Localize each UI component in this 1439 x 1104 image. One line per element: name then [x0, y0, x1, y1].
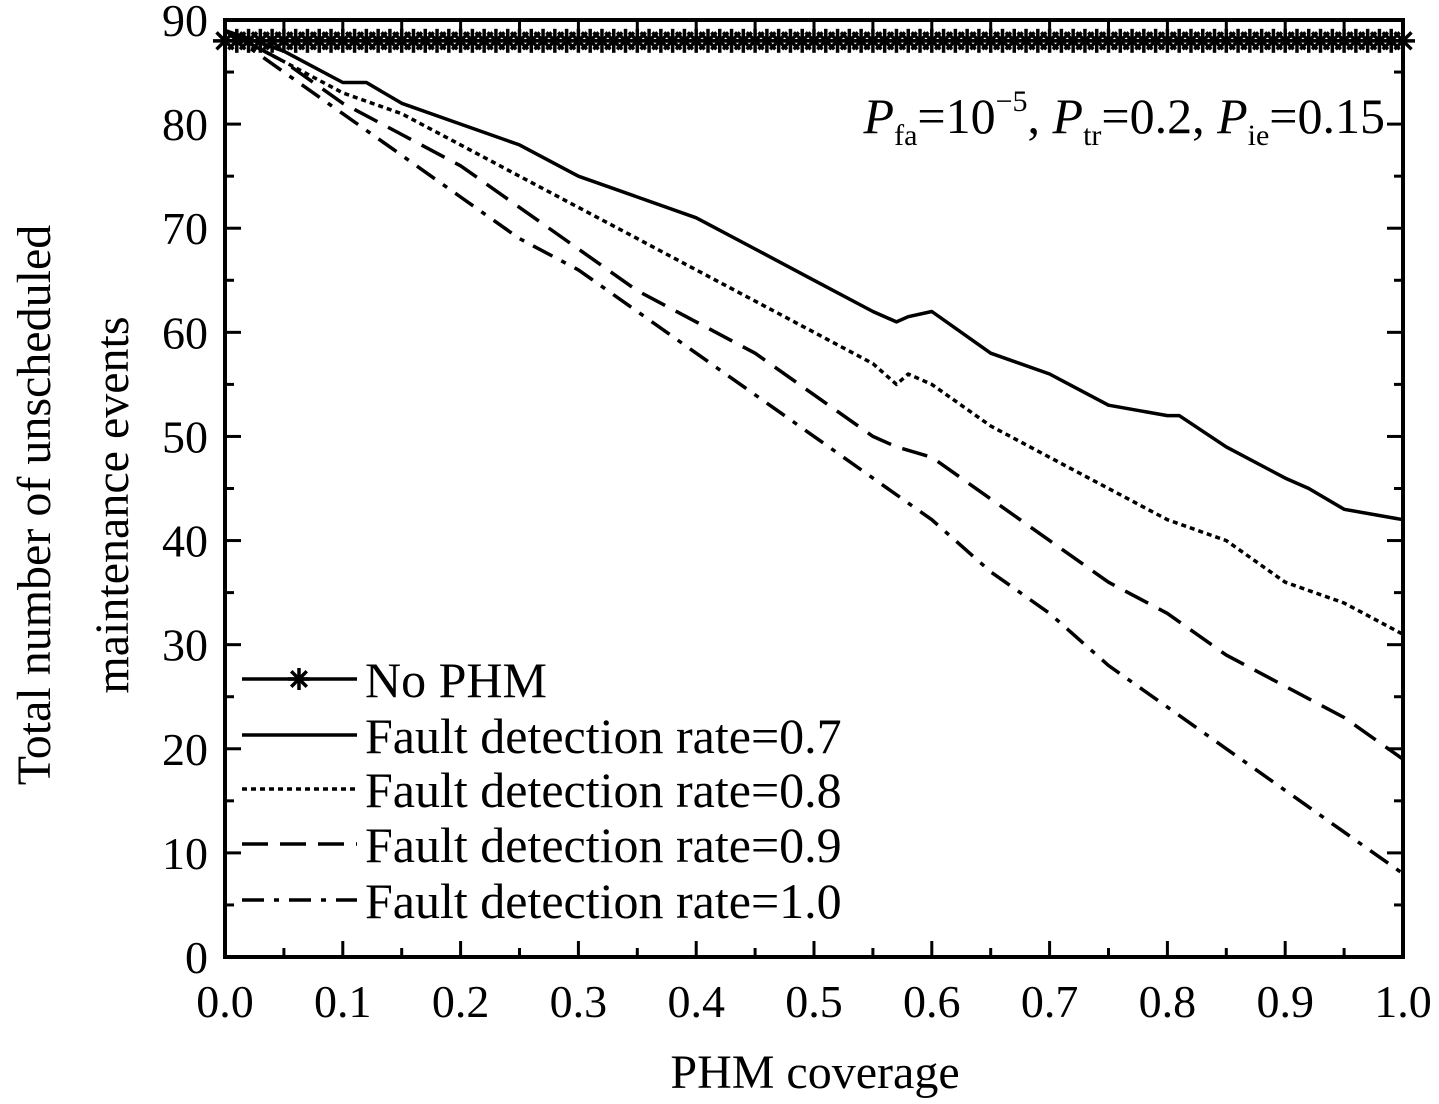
series-3 — [224, 28, 1404, 636]
x-tick-label: 0.9 — [1256, 976, 1314, 1027]
anno-p2: P — [1052, 88, 1084, 144]
x-tick-label: 0.1 — [314, 976, 372, 1027]
y-axis-title-line1: Total number of unscheduled — [8, 225, 61, 785]
anno-sub1: fa — [894, 119, 917, 152]
y-tick-label: 10 — [162, 828, 208, 879]
plot-frame — [223, 18, 1405, 959]
series-1 — [213, 28, 1415, 53]
y-tick-label: 50 — [162, 411, 208, 462]
legend-item: Fault detection rate=1.0 — [242, 873, 842, 929]
legend-label: No PHM — [365, 652, 547, 708]
x-tick-label: 0.8 — [1139, 976, 1197, 1027]
x-tick-label: 0.0 — [196, 976, 254, 1027]
series-line — [224, 28, 1404, 636]
x-tick-label: 0.3 — [550, 976, 608, 1027]
series-4 — [224, 28, 1405, 761]
series-2 — [224, 28, 1404, 522]
legend-item: No PHM — [242, 652, 547, 708]
y-axis-title: Total number of unscheduled maintenance … — [8, 225, 139, 785]
tick-labels: 0.0 0.1 0.2 0.3 0.4 0.5 0.6 0.7 0.8 0.9 1.0 0 10 20 30… — [162, 0, 1432, 1027]
y-tick-label: 40 — [162, 516, 208, 567]
legend-item: Fault detection rate=0.9 — [242, 817, 842, 873]
y-tick-label: 60 — [162, 307, 208, 358]
y-tick-label: 20 — [162, 724, 208, 775]
series-line — [224, 28, 1405, 761]
y-axis-title-line2: maintenance events — [86, 316, 139, 693]
x-tick-label: 1.0 — [1374, 976, 1432, 1027]
anno-p3: P — [1216, 88, 1248, 144]
legend-label: Fault detection rate=1.0 — [365, 873, 842, 929]
y-tick-label: 70 — [162, 203, 208, 254]
anno-sub2: tr — [1083, 119, 1101, 152]
legend-item: Fault detection rate=0.8 — [242, 762, 842, 818]
anno-p1: P — [863, 88, 895, 144]
y-tick-label: 30 — [162, 620, 208, 671]
series-layer — [213, 28, 1415, 876]
anno-text1: =10 — [917, 88, 995, 144]
x-axis-title: PHM coverage — [670, 1046, 959, 1099]
anno-comma1: , — [1028, 88, 1053, 144]
series-5 — [223, 28, 1405, 876]
anno-text3: =0.15 — [1269, 88, 1385, 144]
legend-item: Fault detection rate=0.7 — [242, 708, 842, 764]
anno-sup1: −5 — [996, 85, 1028, 118]
star-marker — [288, 668, 310, 690]
x-tick-label: 0.2 — [432, 976, 490, 1027]
y-tick-label: 0 — [185, 932, 208, 983]
legend-label: Fault detection rate=0.7 — [365, 708, 842, 764]
legend-label: Fault detection rate=0.9 — [365, 817, 842, 873]
x-tick-label: 0.6 — [903, 976, 961, 1027]
y-tick-label: 80 — [162, 99, 208, 150]
legend-label: Fault detection rate=0.8 — [365, 762, 842, 818]
anno-text2: =0.2, — [1101, 88, 1217, 144]
anno-sub3: ie — [1248, 119, 1270, 152]
series-line — [223, 28, 1405, 876]
x-tick-label: 0.4 — [667, 976, 725, 1027]
x-tick-label: 0.5 — [785, 976, 843, 1027]
y-tick-label: 90 — [162, 0, 208, 46]
series-line — [224, 28, 1404, 522]
x-tick-label: 0.7 — [1021, 976, 1079, 1027]
parameter-annotation: Pfa=10−5, Ptr=0.2, Pie=0.15 — [863, 85, 1385, 152]
